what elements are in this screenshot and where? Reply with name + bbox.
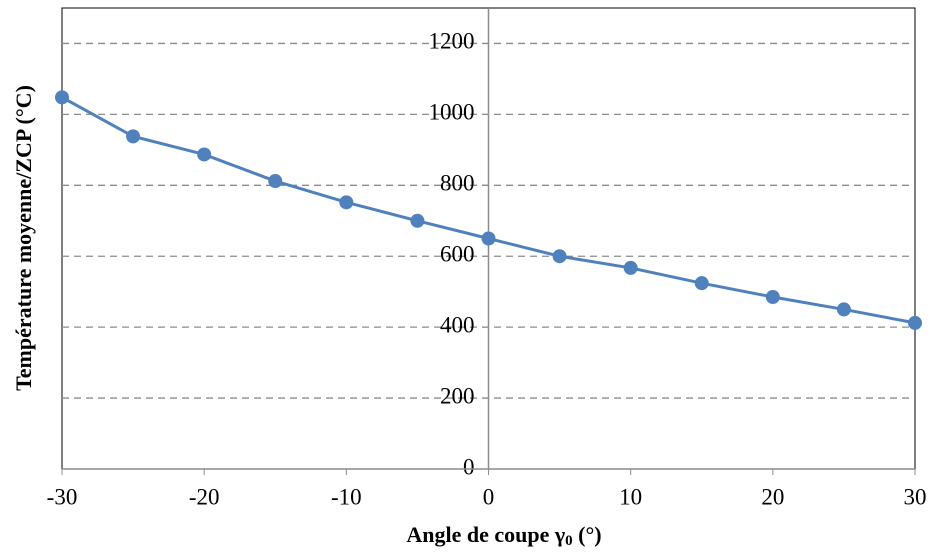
data-point [765,290,780,305]
x-axis-label: Angle de coupe γ0 (°) [406,522,601,549]
x-tick-label: -30 [47,484,78,509]
data-point [410,213,425,228]
data-point [126,129,141,144]
x-tick-label: 10 [619,484,642,509]
y-axis-label: Température moyenne/ZCP (°C) [11,85,36,391]
y-tick-label: 0 [463,454,475,479]
x-label-subscript: 0 [565,533,573,549]
x-tick-label: -20 [189,484,220,509]
y-tick-label: 1200 [429,29,475,54]
x-tick-label: 0 [483,484,495,509]
data-point [836,302,851,317]
data-point [339,195,354,210]
data-point [908,315,922,330]
data-point [268,174,283,189]
y-tick-label: 1000 [429,100,475,125]
y-tick-label: 200 [440,383,475,408]
data-point [197,147,212,162]
data-point [623,260,638,275]
data-point [694,276,709,291]
x-label-suffix: (°) [573,522,602,547]
x-tick-label: 20 [761,484,784,509]
x-tick-label: -10 [331,484,362,509]
data-point [55,90,69,105]
y-tick-label: 400 [440,312,475,337]
data-point [481,231,496,246]
y-tick-label: 800 [440,171,475,196]
data-point [552,249,567,264]
x-label-main: Angle de coupe γ [406,522,565,547]
x-tick-label: 30 [904,484,927,509]
y-tick-label: 600 [440,242,475,267]
